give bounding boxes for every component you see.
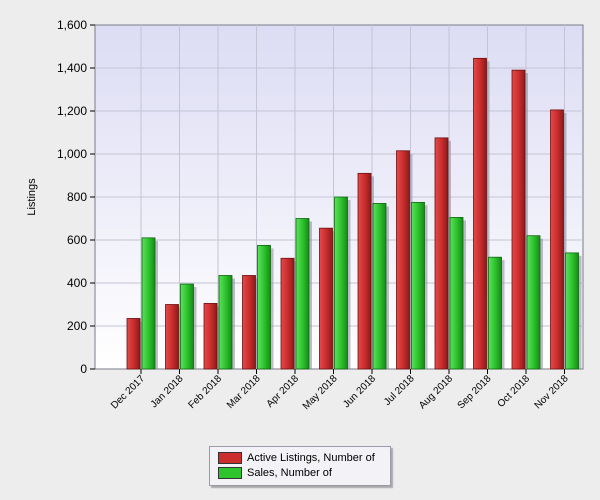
x-tick-label: Apr 2018 <box>265 373 302 410</box>
y-tick-label: 200 <box>67 319 87 333</box>
bar-sales <box>141 237 156 370</box>
bar-active-listings <box>434 137 449 370</box>
y-tick-label: 1,200 <box>57 104 87 118</box>
bar-sales <box>526 235 541 370</box>
x-tick-label: Mar 2018 <box>225 373 263 411</box>
legend-item-sales: Sales, Number of <box>218 466 332 480</box>
x-tick-label: Aug 2018 <box>417 373 455 411</box>
y-axis-title: Listings <box>26 178 38 216</box>
y-tick-label: 800 <box>67 190 87 204</box>
bars <box>126 57 579 370</box>
y-tick-label: 1,000 <box>57 147 87 161</box>
legend-swatch-green <box>218 467 242 479</box>
x-tick-label: Nov 2018 <box>533 373 571 411</box>
bar-sales <box>565 252 579 370</box>
bar-active-listings <box>126 318 141 370</box>
bar-active-listings <box>473 57 487 370</box>
x-tick-label: Sep 2018 <box>456 373 494 411</box>
legend: Active Listings, Number of Sales, Number… <box>209 446 391 486</box>
legend-swatch-red <box>218 452 242 464</box>
bar-sales <box>180 283 194 370</box>
bar-sales <box>411 201 425 370</box>
y-tick-label: 600 <box>67 233 87 247</box>
x-tick-label: Oct 2018 <box>496 373 533 410</box>
bar-sales <box>257 244 271 370</box>
bar-active-listings <box>280 257 295 370</box>
x-tick-label: Feb 2018 <box>186 373 224 411</box>
bar-active-listings <box>165 304 179 370</box>
bar-sales <box>334 196 348 370</box>
y-tick-label: 1,400 <box>57 61 87 75</box>
x-tick-label: Jul 2018 <box>382 373 417 408</box>
legend-label-sales: Sales, Number of <box>247 467 332 479</box>
x-tick-label: Dec 2017 <box>109 373 147 411</box>
bar-active-listings <box>319 227 333 370</box>
y-tick-label: 1,600 <box>57 18 87 32</box>
bar-active-listings <box>203 303 218 370</box>
x-tick-label: Jun 2018 <box>341 373 378 410</box>
bar-active-listings <box>550 109 564 370</box>
bar-sales <box>488 256 502 370</box>
bar-sales <box>372 203 387 370</box>
x-axis-ticks: Dec 2017 Jan 2018 Feb 2018 Mar 2018 Apr 2018… <box>109 369 571 412</box>
bar-active-listings <box>242 275 256 370</box>
legend-label-active-listings: Active Listings, Number of <box>247 452 375 464</box>
y-tick-label: 400 <box>67 276 87 290</box>
bar-sales <box>218 275 233 370</box>
legend-item-active-listings: Active Listings, Number of <box>218 451 375 465</box>
x-tick-label: Jan 2018 <box>149 373 186 410</box>
y-tick-label: 0 <box>80 362 87 376</box>
x-tick-label: May 2018 <box>301 373 340 412</box>
bar-sales <box>449 217 464 370</box>
bar-active-listings <box>396 150 410 370</box>
y-axis-ticks: 0 200 400 600 800 1,000 1,200 1,400 1,600 <box>57 18 95 376</box>
bar-active-listings <box>357 172 372 370</box>
bar-active-listings <box>511 69 526 370</box>
bar-sales <box>295 218 310 370</box>
